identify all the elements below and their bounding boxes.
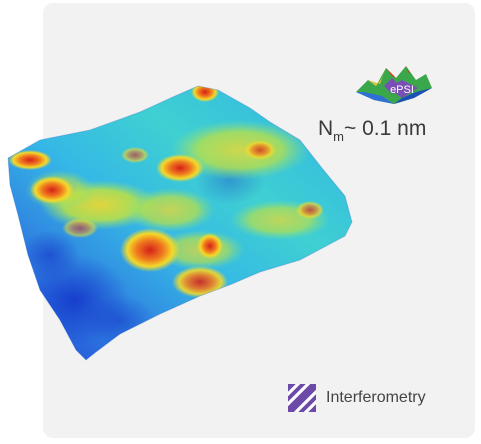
epsi-logo-text: ePSI [390,84,414,96]
diagonal-stripes-icon [288,384,316,412]
noise-metric: Nm~ 0.1 nm [318,117,427,144]
metric-symbol: N [318,117,334,140]
technique-label: Interferometry [326,389,426,406]
epsi-logo: ePSI [356,66,432,104]
metric-subscript: m [333,129,345,144]
technique-badge: Interferometry [288,384,426,412]
metric-value: ~ 0.1 nm [344,117,427,140]
